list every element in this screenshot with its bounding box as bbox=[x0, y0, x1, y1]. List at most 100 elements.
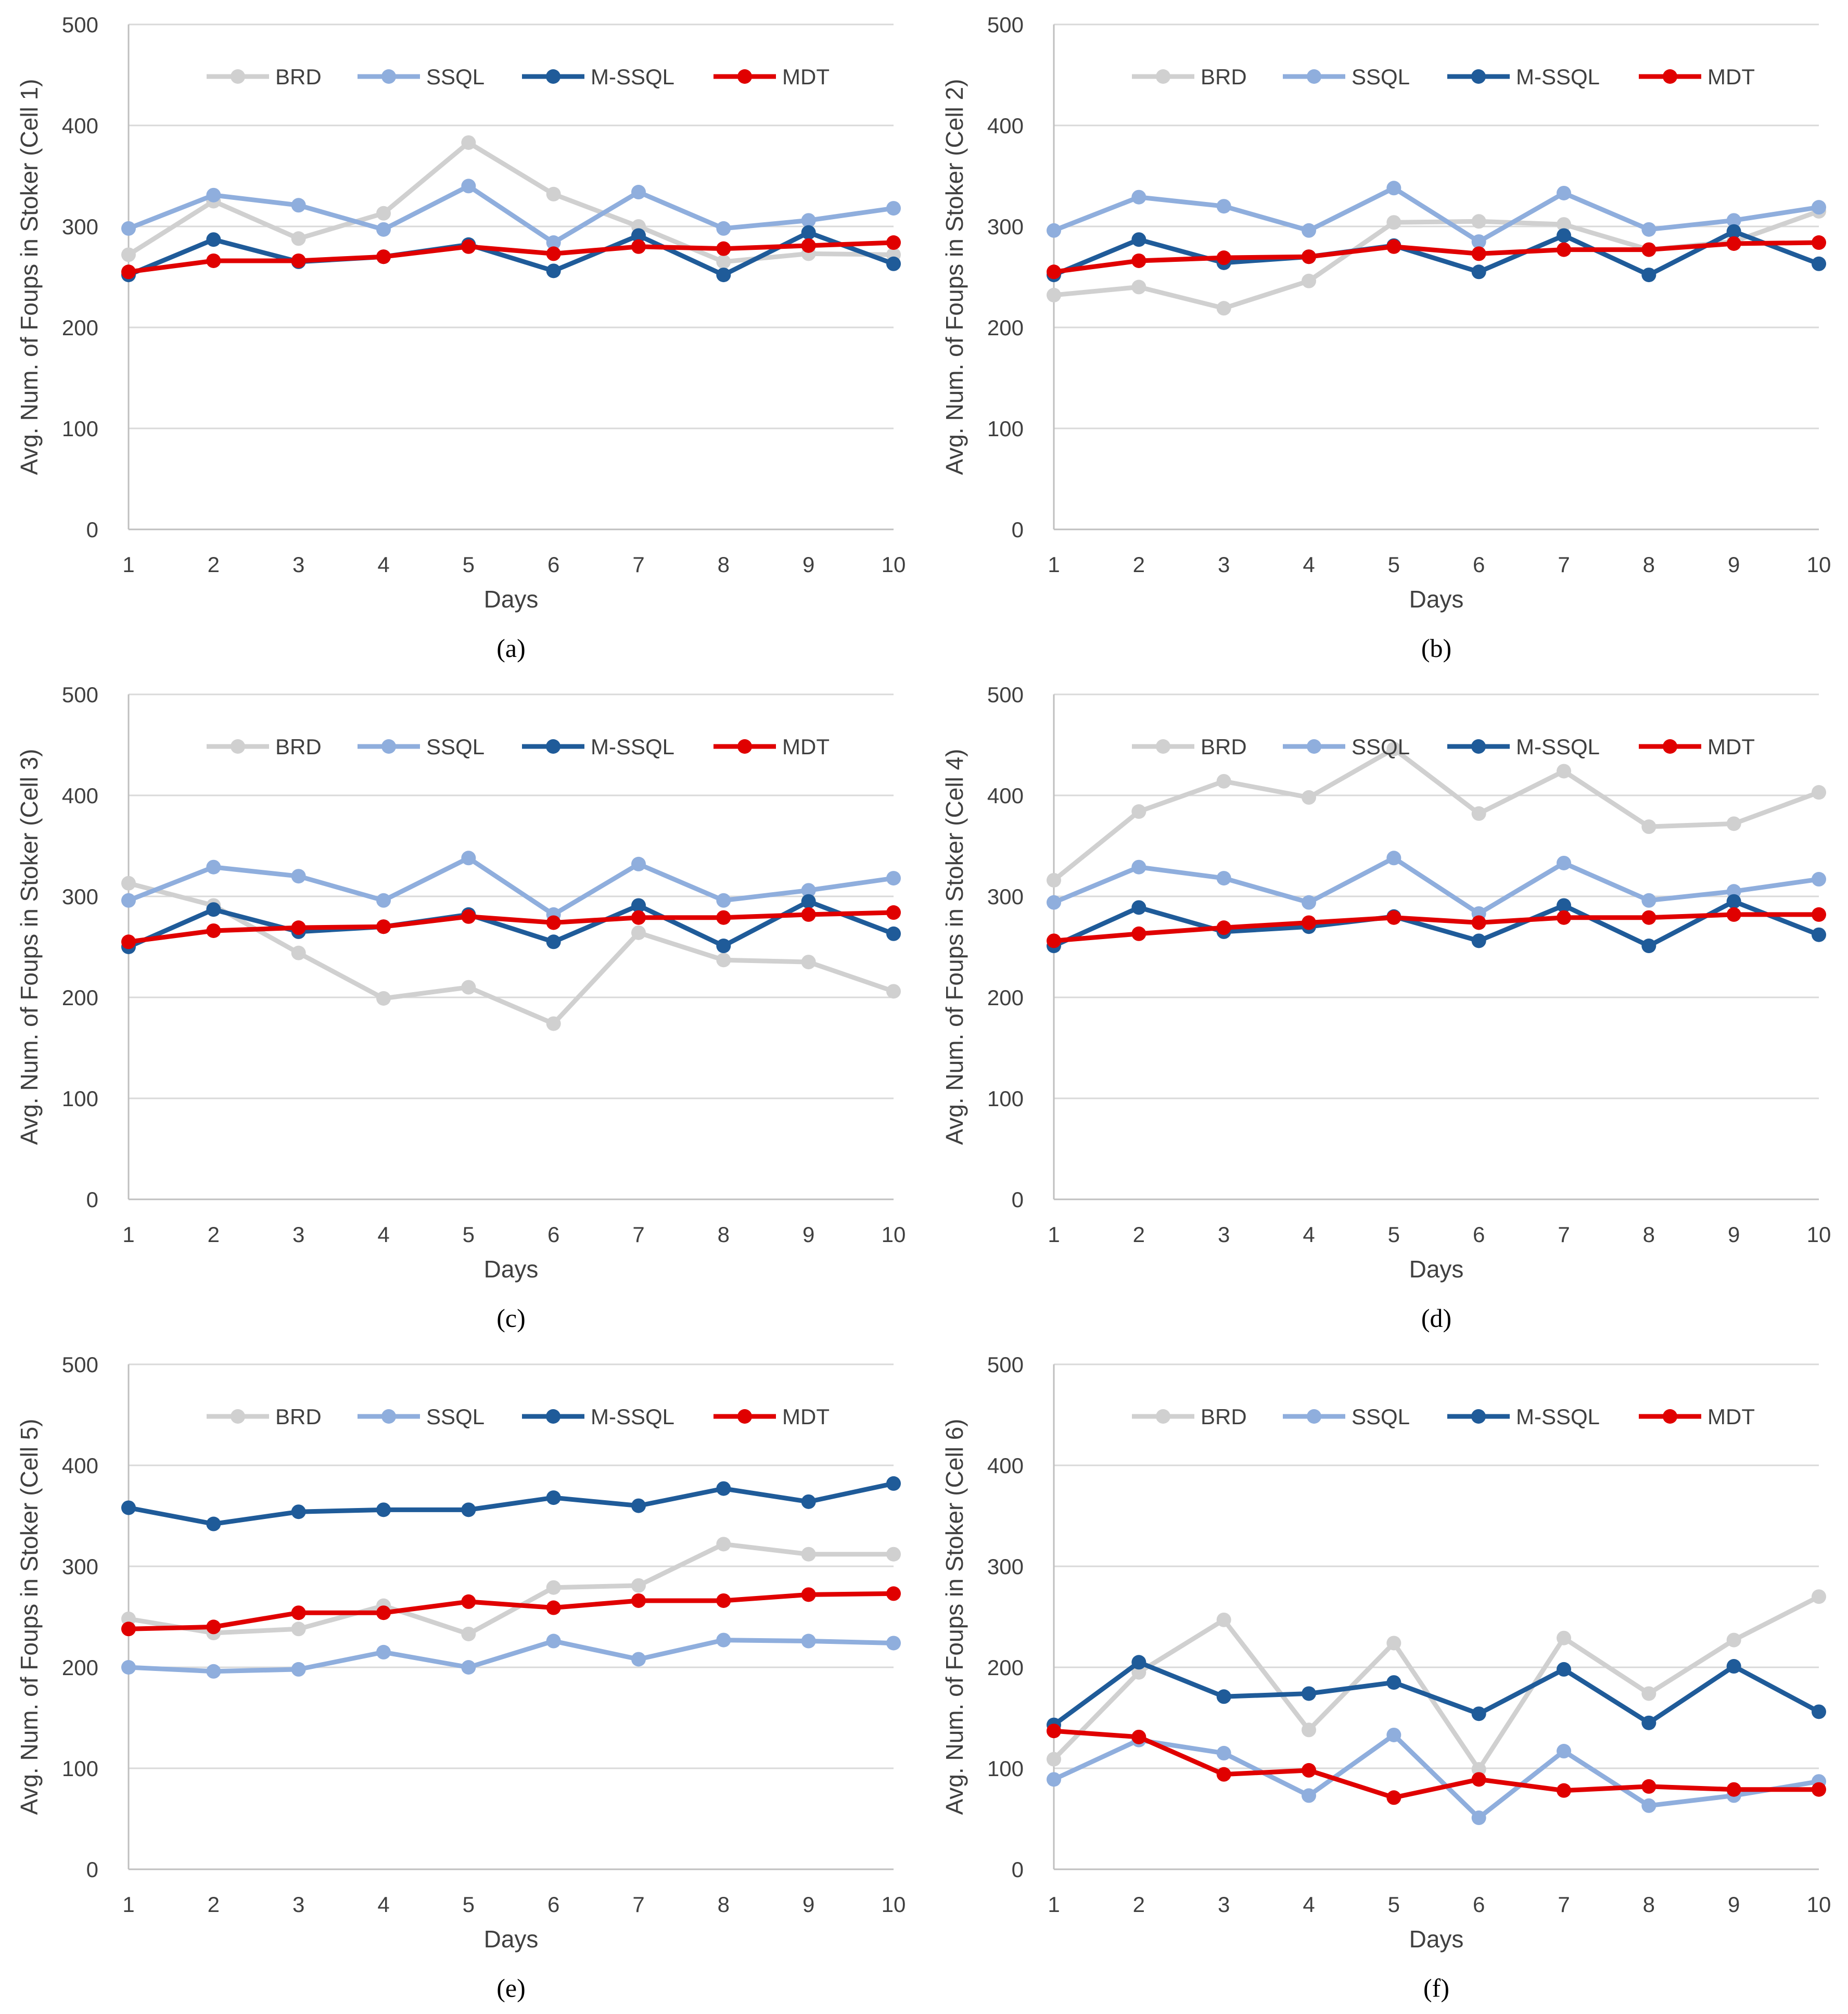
data-point-m-ssql bbox=[1641, 1715, 1656, 1730]
data-point-brd bbox=[1471, 1762, 1486, 1777]
data-point-mdt bbox=[631, 910, 646, 925]
data-point-mdt bbox=[716, 241, 731, 256]
data-point-m-ssql bbox=[461, 1502, 476, 1517]
legend-marker-brd bbox=[231, 69, 245, 84]
legend-label-mdt: MDT bbox=[1707, 1404, 1755, 1429]
legend-marker-ssql bbox=[1307, 739, 1321, 754]
x-tick-label: 5 bbox=[1388, 1892, 1400, 1917]
legend-label-ssql: SSQL bbox=[426, 1404, 485, 1429]
data-point-ssql bbox=[1216, 1745, 1231, 1760]
y-axis-title: Avg. Num. of Foups in Stoker (Cell 4) bbox=[941, 749, 968, 1145]
y-axis-title: Avg. Num. of Foups in Stoker (Cell 2) bbox=[941, 79, 968, 475]
data-point-mdt bbox=[376, 919, 391, 934]
legend: BRD SSQL M-SSQL MDT bbox=[1132, 734, 1755, 759]
y-tick-label: 0 bbox=[86, 1187, 98, 1212]
data-point-ssql bbox=[801, 213, 816, 228]
x-tick-label: 8 bbox=[718, 552, 730, 577]
legend-label-ssql: SSQL bbox=[426, 734, 485, 759]
legend-marker-m-ssql bbox=[546, 69, 560, 84]
legend-marker-m-ssql bbox=[546, 1409, 560, 1424]
x-tick-label: 3 bbox=[292, 1892, 304, 1917]
data-point-mdt bbox=[291, 920, 306, 935]
x-tick-label: 9 bbox=[802, 1892, 814, 1917]
legend-marker-ssql bbox=[1307, 69, 1321, 84]
data-point-ssql bbox=[461, 179, 476, 194]
data-point-mdt bbox=[1812, 235, 1826, 250]
x-tick-label: 5 bbox=[463, 1222, 475, 1247]
data-point-ssql bbox=[1557, 185, 1571, 200]
x-tick-label: 4 bbox=[1303, 1222, 1315, 1247]
data-point-mdt bbox=[206, 253, 221, 268]
data-point-brd bbox=[1557, 764, 1571, 779]
data-point-mdt bbox=[886, 905, 901, 920]
y-tick-label: 300 bbox=[987, 884, 1024, 909]
data-point-ssql bbox=[1386, 1727, 1401, 1742]
data-point-brd bbox=[291, 945, 306, 960]
series-line-mdt bbox=[1051, 240, 1821, 274]
data-point-mdt bbox=[1216, 1767, 1231, 1782]
x-tick-label: 1 bbox=[122, 1892, 134, 1917]
legend: BRD SSQL M-SSQL MDT bbox=[207, 65, 830, 89]
x-tick-label: 3 bbox=[1218, 552, 1230, 577]
x-tick-label: 9 bbox=[1728, 552, 1740, 577]
data-point-m-ssql bbox=[716, 1481, 731, 1496]
x-tick-label: 4 bbox=[377, 552, 389, 577]
panel-caption: (e) bbox=[496, 1973, 526, 2003]
data-point-mdt bbox=[1386, 1790, 1401, 1805]
data-point-mdt bbox=[886, 235, 901, 250]
data-point-mdt bbox=[1047, 264, 1061, 280]
panel-caption: (c) bbox=[496, 1303, 526, 1333]
data-point-ssql bbox=[1047, 895, 1061, 910]
legend-label-mdt: MDT bbox=[782, 734, 830, 759]
data-point-m-ssql bbox=[1302, 1686, 1316, 1701]
data-point-mdt bbox=[1386, 239, 1401, 254]
y-axis-title: Avg. Num. of Foups in Stoker (Cell 3) bbox=[16, 749, 43, 1145]
x-tick-label: 7 bbox=[1558, 552, 1570, 577]
legend-marker-mdt bbox=[737, 69, 752, 84]
legend-marker-mdt bbox=[1663, 69, 1677, 84]
data-point-ssql bbox=[121, 1660, 136, 1675]
data-point-brd bbox=[886, 1547, 901, 1562]
y-tick-label: 100 bbox=[987, 416, 1024, 441]
data-point-mdt bbox=[1641, 1779, 1656, 1794]
legend-label-mdt: MDT bbox=[1707, 734, 1755, 759]
legend-marker-mdt bbox=[737, 739, 752, 754]
data-point-mdt bbox=[1471, 915, 1486, 930]
data-point-m-ssql bbox=[1812, 927, 1826, 942]
data-point-ssql bbox=[886, 201, 901, 216]
data-point-ssql bbox=[1047, 223, 1061, 238]
data-point-ssql bbox=[886, 1636, 901, 1651]
panel-caption: (f) bbox=[1423, 1973, 1449, 2003]
legend-marker-brd bbox=[231, 1409, 245, 1424]
y-tick-label: 500 bbox=[987, 12, 1024, 37]
chart-panel-d: 0 100 200 300 400 500 1 2 3 4 5 6 7 8 9 10 Days Avg. Num.… bbox=[941, 682, 1831, 1333]
series-line-ssql bbox=[126, 1638, 896, 1674]
panel-caption: (b) bbox=[1421, 634, 1451, 663]
legend-marker-m-ssql bbox=[1471, 739, 1486, 754]
series-line-brd bbox=[1051, 1594, 1821, 1772]
legend: BRD SSQL M-SSQL MDT bbox=[1132, 65, 1755, 89]
data-point-ssql bbox=[1726, 884, 1741, 899]
panel-caption: (a) bbox=[496, 634, 526, 663]
x-tick-label: 3 bbox=[292, 1222, 304, 1247]
data-point-m-ssql bbox=[546, 934, 561, 949]
chart-panel-b: 0 100 200 300 400 500 1 2 3 4 5 6 7 8 9 10 Days Avg. Num.… bbox=[941, 12, 1831, 663]
x-tick-label: 6 bbox=[1473, 1222, 1485, 1247]
data-point-mdt bbox=[1302, 249, 1316, 264]
y-tick-label: 100 bbox=[987, 1756, 1024, 1781]
y-tick-label: 400 bbox=[62, 1453, 98, 1478]
x-tick-label: 6 bbox=[1473, 1892, 1485, 1917]
x-tick-label: 1 bbox=[122, 1222, 134, 1247]
data-point-m-ssql bbox=[1131, 232, 1146, 247]
legend-label-mdt: MDT bbox=[782, 65, 830, 89]
x-tick-label: 5 bbox=[1388, 552, 1400, 577]
data-point-brd bbox=[1471, 214, 1486, 229]
data-point-ssql bbox=[1216, 871, 1231, 886]
series-line-mdt bbox=[126, 1591, 896, 1631]
x-tick-label: 2 bbox=[1133, 552, 1145, 577]
legend-marker-ssql bbox=[381, 1409, 396, 1424]
y-tick-label: 300 bbox=[987, 214, 1024, 239]
data-point-brd bbox=[121, 1611, 136, 1626]
x-tick-label: 2 bbox=[1133, 1222, 1145, 1247]
y-tick-label: 200 bbox=[62, 1655, 98, 1680]
